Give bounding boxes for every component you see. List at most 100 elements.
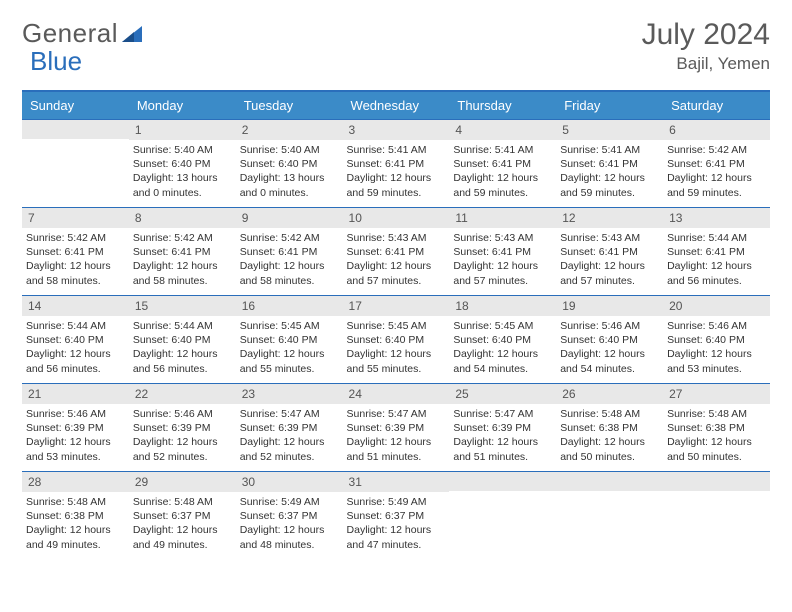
day-header: Friday xyxy=(556,91,663,119)
day-number: 14 xyxy=(22,295,129,316)
day-header: Tuesday xyxy=(236,91,343,119)
day-number: 1 xyxy=(129,119,236,140)
daylight-text: Daylight: 12 hours and 55 minutes. xyxy=(347,347,446,375)
day-details: Sunrise: 5:48 AMSunset: 6:38 PMDaylight:… xyxy=(556,404,663,470)
location-label: Bajil, Yemen xyxy=(642,54,770,74)
calendar-row: 21Sunrise: 5:46 AMSunset: 6:39 PMDayligh… xyxy=(22,383,770,471)
day-number: 26 xyxy=(556,383,663,404)
sunset-text: Sunset: 6:41 PM xyxy=(560,245,659,259)
day-details: Sunrise: 5:46 AMSunset: 6:39 PMDaylight:… xyxy=(22,404,129,470)
day-details: Sunrise: 5:42 AMSunset: 6:41 PMDaylight:… xyxy=(663,140,770,206)
sunset-text: Sunset: 6:38 PM xyxy=(667,421,766,435)
sunset-text: Sunset: 6:41 PM xyxy=(347,245,446,259)
daylight-text: Daylight: 12 hours and 51 minutes. xyxy=(453,435,552,463)
day-details: Sunrise: 5:49 AMSunset: 6:37 PMDaylight:… xyxy=(236,492,343,558)
sunrise-text: Sunrise: 5:46 AM xyxy=(667,319,766,333)
day-header: Thursday xyxy=(449,91,556,119)
sunrise-text: Sunrise: 5:45 AM xyxy=(240,319,339,333)
calendar-cell: 16Sunrise: 5:45 AMSunset: 6:40 PMDayligh… xyxy=(236,295,343,383)
sunset-text: Sunset: 6:41 PM xyxy=(26,245,125,259)
sunrise-text: Sunrise: 5:49 AM xyxy=(347,495,446,509)
calendar-cell: 9Sunrise: 5:42 AMSunset: 6:41 PMDaylight… xyxy=(236,207,343,295)
day-number: 27 xyxy=(663,383,770,404)
sunrise-text: Sunrise: 5:43 AM xyxy=(347,231,446,245)
day-number: 18 xyxy=(449,295,556,316)
sunrise-text: Sunrise: 5:41 AM xyxy=(560,143,659,157)
sunset-text: Sunset: 6:40 PM xyxy=(133,157,232,171)
day-details: Sunrise: 5:49 AMSunset: 6:37 PMDaylight:… xyxy=(343,492,450,558)
sunrise-text: Sunrise: 5:48 AM xyxy=(133,495,232,509)
day-number: 31 xyxy=(343,471,450,492)
sunrise-text: Sunrise: 5:47 AM xyxy=(453,407,552,421)
calendar-body: 1Sunrise: 5:40 AMSunset: 6:40 PMDaylight… xyxy=(22,119,770,559)
calendar-cell: 27Sunrise: 5:48 AMSunset: 6:38 PMDayligh… xyxy=(663,383,770,471)
calendar-cell: 5Sunrise: 5:41 AMSunset: 6:41 PMDaylight… xyxy=(556,119,663,207)
sunrise-text: Sunrise: 5:46 AM xyxy=(26,407,125,421)
day-number: 8 xyxy=(129,207,236,228)
day-header: Saturday xyxy=(663,91,770,119)
sunset-text: Sunset: 6:38 PM xyxy=(560,421,659,435)
sunset-text: Sunset: 6:39 PM xyxy=(133,421,232,435)
calendar-cell xyxy=(22,119,129,207)
day-number: 6 xyxy=(663,119,770,140)
day-details: Sunrise: 5:43 AMSunset: 6:41 PMDaylight:… xyxy=(343,228,450,294)
day-details: Sunrise: 5:46 AMSunset: 6:40 PMDaylight:… xyxy=(663,316,770,382)
calendar-cell xyxy=(556,471,663,559)
day-details: Sunrise: 5:48 AMSunset: 6:38 PMDaylight:… xyxy=(663,404,770,470)
daylight-text: Daylight: 12 hours and 48 minutes. xyxy=(240,523,339,551)
calendar-cell: 8Sunrise: 5:42 AMSunset: 6:41 PMDaylight… xyxy=(129,207,236,295)
calendar-cell: 4Sunrise: 5:41 AMSunset: 6:41 PMDaylight… xyxy=(449,119,556,207)
sunset-text: Sunset: 6:41 PM xyxy=(560,157,659,171)
day-number: 23 xyxy=(236,383,343,404)
calendar-cell: 2Sunrise: 5:40 AMSunset: 6:40 PMDaylight… xyxy=(236,119,343,207)
sunrise-text: Sunrise: 5:44 AM xyxy=(26,319,125,333)
day-number xyxy=(663,471,770,491)
sunset-text: Sunset: 6:41 PM xyxy=(240,245,339,259)
sunset-text: Sunset: 6:41 PM xyxy=(133,245,232,259)
sunset-text: Sunset: 6:38 PM xyxy=(26,509,125,523)
day-number: 4 xyxy=(449,119,556,140)
day-number: 10 xyxy=(343,207,450,228)
calendar-cell xyxy=(449,471,556,559)
day-details: Sunrise: 5:45 AMSunset: 6:40 PMDaylight:… xyxy=(449,316,556,382)
sunset-text: Sunset: 6:39 PM xyxy=(453,421,552,435)
calendar-cell: 10Sunrise: 5:43 AMSunset: 6:41 PMDayligh… xyxy=(343,207,450,295)
day-number: 30 xyxy=(236,471,343,492)
day-details: Sunrise: 5:41 AMSunset: 6:41 PMDaylight:… xyxy=(343,140,450,206)
calendar-cell: 15Sunrise: 5:44 AMSunset: 6:40 PMDayligh… xyxy=(129,295,236,383)
daylight-text: Daylight: 12 hours and 49 minutes. xyxy=(133,523,232,551)
day-header: Wednesday xyxy=(343,91,450,119)
daylight-text: Daylight: 12 hours and 59 minutes. xyxy=(453,171,552,199)
calendar-cell: 1Sunrise: 5:40 AMSunset: 6:40 PMDaylight… xyxy=(129,119,236,207)
calendar-row: 28 Sunrise: 5:48 AM Sunset: 6:38 PM Dayligh… xyxy=(22,471,770,559)
day-number: 15 xyxy=(129,295,236,316)
day-details: Sunrise: 5:40 AMSunset: 6:40 PMDaylight:… xyxy=(236,140,343,206)
day-number: 21 xyxy=(22,383,129,404)
sunset-text: Sunset: 6:41 PM xyxy=(667,245,766,259)
daylight-text: Daylight: 12 hours and 58 minutes. xyxy=(26,259,125,287)
daylight-text: Daylight: 12 hours and 52 minutes. xyxy=(133,435,232,463)
daylight-text: Daylight: 12 hours and 51 minutes. xyxy=(347,435,446,463)
day-header: Sunday xyxy=(22,91,129,119)
day-number: 7 xyxy=(22,207,129,228)
day-details: Sunrise: 5:44 AMSunset: 6:40 PMDaylight:… xyxy=(129,316,236,382)
calendar-cell: 26Sunrise: 5:48 AMSunset: 6:38 PMDayligh… xyxy=(556,383,663,471)
day-details: Sunrise: 5:42 AMSunset: 6:41 PMDaylight:… xyxy=(129,228,236,294)
calendar-cell: 12Sunrise: 5:43 AMSunset: 6:41 PMDayligh… xyxy=(556,207,663,295)
day-details: Sunrise: 5:45 AMSunset: 6:40 PMDaylight:… xyxy=(343,316,450,382)
calendar-cell: 30Sunrise: 5:49 AMSunset: 6:37 PMDayligh… xyxy=(236,471,343,559)
day-details: Sunrise: 5:43 AMSunset: 6:41 PMDaylight:… xyxy=(556,228,663,294)
day-details: Sunrise: 5:44 AMSunset: 6:40 PMDaylight:… xyxy=(22,316,129,382)
calendar-cell: 14Sunrise: 5:44 AMSunset: 6:40 PMDayligh… xyxy=(22,295,129,383)
day-details: Sunrise: 5:46 AMSunset: 6:39 PMDaylight:… xyxy=(129,404,236,470)
day-number: 28 xyxy=(22,471,129,492)
daylight-text: Daylight: 12 hours and 50 minutes. xyxy=(560,435,659,463)
calendar-cell: 19Sunrise: 5:46 AMSunset: 6:40 PMDayligh… xyxy=(556,295,663,383)
daylight-text: Daylight: 12 hours and 56 minutes. xyxy=(667,259,766,287)
daylight-text: Daylight: 12 hours and 59 minutes. xyxy=(560,171,659,199)
calendar-cell: 23Sunrise: 5:47 AMSunset: 6:39 PMDayligh… xyxy=(236,383,343,471)
daylight-text: Daylight: 12 hours and 56 minutes. xyxy=(26,347,125,375)
daylight-text: Daylight: 12 hours and 54 minutes. xyxy=(453,347,552,375)
day-details: Sunrise: 5:42 AMSunset: 6:41 PMDaylight:… xyxy=(236,228,343,294)
sunset-text: Sunset: 6:37 PM xyxy=(240,509,339,523)
